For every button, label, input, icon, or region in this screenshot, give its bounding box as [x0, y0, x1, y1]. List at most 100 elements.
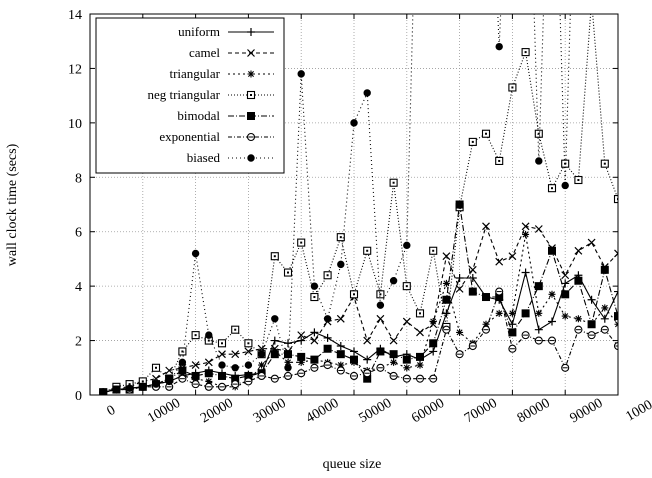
x-tick-label: 80000 — [515, 396, 553, 426]
data-point — [483, 294, 490, 301]
data-point — [456, 329, 463, 336]
data-point — [232, 365, 238, 371]
data-point — [219, 362, 225, 368]
data-point-dot — [393, 182, 395, 184]
data-point-dot — [313, 296, 315, 298]
x-tick-label: 20000 — [198, 396, 236, 426]
data-point — [271, 337, 279, 345]
data-point — [153, 381, 159, 387]
data-point-dot — [247, 342, 249, 344]
y-tick-label: 8 — [75, 171, 82, 186]
data-point — [258, 351, 264, 357]
data-point — [310, 328, 318, 336]
data-point — [535, 310, 542, 317]
y-tick-label: 4 — [75, 280, 82, 295]
data-point — [404, 242, 410, 248]
data-point — [245, 362, 251, 368]
legend-marker — [248, 155, 254, 161]
y-tick-label: 14 — [68, 8, 82, 23]
legend-marker — [248, 113, 255, 120]
data-point-dot — [353, 293, 355, 295]
data-point-dot — [208, 340, 210, 342]
data-point — [390, 278, 396, 284]
data-point-dot — [604, 163, 606, 165]
data-point — [575, 247, 582, 254]
data-point — [298, 71, 304, 77]
data-point — [324, 316, 330, 322]
data-point-dot — [406, 285, 408, 287]
data-point — [430, 340, 437, 347]
data-point-dot — [472, 141, 474, 143]
legend-label: camel — [189, 45, 220, 60]
data-point — [430, 318, 437, 325]
data-point — [535, 283, 542, 290]
data-point — [535, 326, 543, 334]
y-tick-label: 10 — [68, 117, 82, 132]
data-point — [575, 277, 582, 284]
data-point-dot — [155, 367, 157, 369]
data-point — [364, 90, 370, 96]
data-point — [588, 321, 595, 328]
y-tick-label: 12 — [68, 62, 82, 77]
data-point — [536, 158, 542, 164]
data-point — [588, 239, 595, 246]
data-point — [113, 386, 119, 392]
data-point-dot — [300, 242, 302, 244]
data-point-dot — [195, 334, 197, 336]
data-point-dot — [525, 51, 527, 53]
data-point — [166, 378, 172, 384]
data-point — [417, 362, 424, 369]
legend-label: neg triangular — [147, 87, 220, 102]
data-point-dot — [221, 342, 223, 344]
data-point — [601, 304, 608, 311]
data-point — [390, 351, 397, 358]
data-point-dot — [419, 312, 421, 314]
x-tick-label: 0 — [105, 403, 119, 419]
data-point — [417, 353, 424, 360]
data-point — [258, 362, 265, 369]
legend-marker — [248, 71, 255, 78]
data-point-dot — [142, 380, 144, 382]
data-point — [549, 291, 556, 298]
data-point — [192, 250, 198, 256]
data-point — [179, 359, 185, 365]
x-tick-label: 30000 — [251, 396, 289, 426]
data-point-dot — [234, 329, 236, 331]
data-point-dot — [577, 179, 579, 181]
x-tick-label: 70000 — [462, 396, 500, 426]
series-exponential — [100, 288, 622, 396]
legend-label: biased — [187, 150, 221, 165]
data-point-dot — [511, 86, 513, 88]
data-point — [403, 364, 410, 371]
data-point — [377, 348, 384, 355]
data-point — [588, 296, 596, 304]
data-point — [443, 253, 450, 260]
data-point — [522, 269, 530, 277]
data-point — [509, 329, 516, 336]
data-point — [377, 302, 383, 308]
data-point — [562, 291, 569, 298]
data-point-dot — [379, 293, 381, 295]
data-point — [522, 310, 529, 317]
data-point-dot — [366, 250, 368, 252]
data-point-dot — [287, 272, 289, 274]
data-point — [522, 231, 529, 238]
data-point — [469, 274, 477, 282]
legend-label: bimodal — [177, 108, 220, 123]
data-point — [601, 266, 608, 273]
data-point — [443, 296, 450, 303]
data-point-dot — [498, 160, 500, 162]
data-point — [549, 247, 556, 254]
data-point — [298, 353, 305, 360]
x-tick-label: 1000 — [624, 398, 652, 425]
y-axis-title: wall clock time (secs) — [5, 143, 20, 266]
x-axis-title: queue size — [323, 457, 382, 472]
data-point-dot — [327, 274, 329, 276]
series-triangular — [100, 231, 622, 396]
data-point — [469, 288, 476, 295]
legend-label: uniform — [178, 24, 220, 39]
data-point — [337, 351, 344, 358]
x-tick-label: 60000 — [409, 396, 447, 426]
